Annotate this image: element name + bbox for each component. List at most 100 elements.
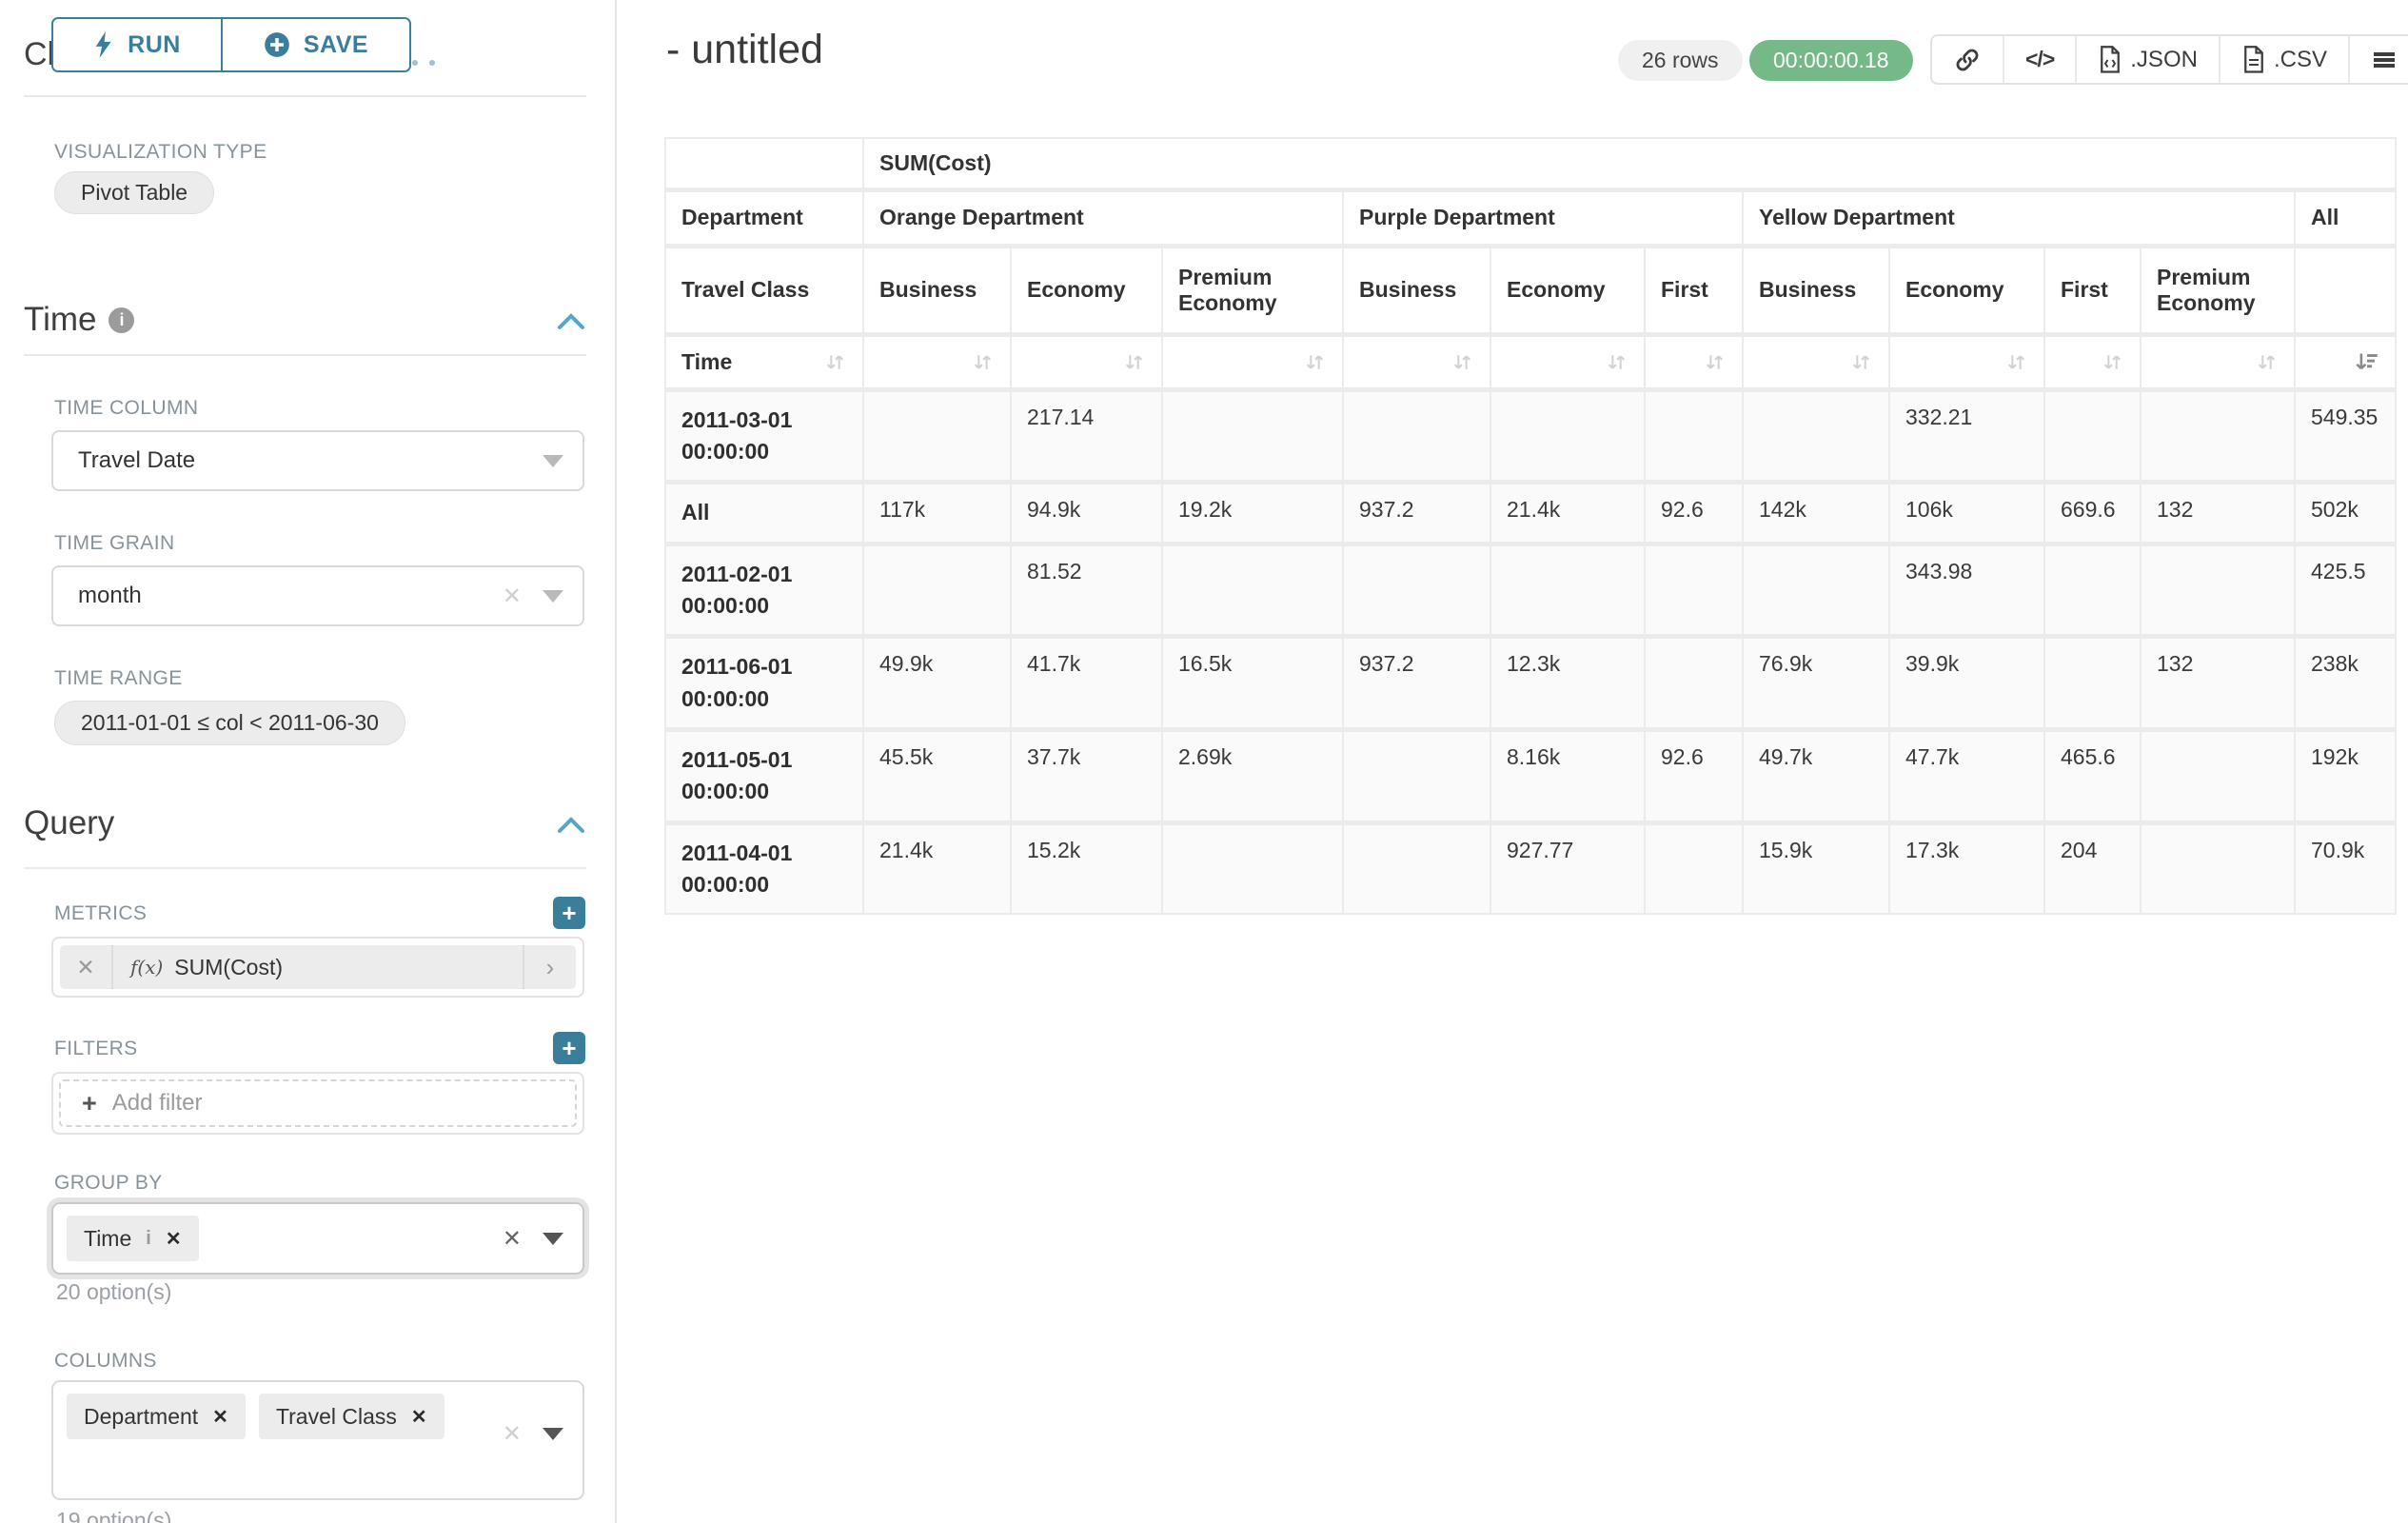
clear-icon[interactable]: ✕	[503, 1225, 522, 1253]
sort-toggle-icon[interactable]	[1303, 350, 1327, 374]
department-header-cell: Yellow Department	[1743, 189, 2295, 246]
travel-class-header-cell: Premium Economy	[1162, 246, 1343, 334]
dimension-chip[interactable]: Timei✕	[67, 1216, 199, 1261]
value-cell	[1162, 389, 1343, 483]
save-button[interactable]: SAVE	[223, 19, 409, 70]
sort-desc-icon[interactable]	[2354, 349, 2379, 375]
value-cell: 16.5k	[1162, 637, 1343, 730]
clear-icon[interactable]: ✕	[503, 583, 522, 610]
value-cell	[1743, 544, 1889, 637]
remove-metric-icon[interactable]: ✕	[60, 945, 113, 989]
column-sort-cell	[2295, 334, 2396, 389]
dimension-chip[interactable]: Travel Class✕	[259, 1394, 444, 1439]
viz-type-pill[interactable]: Pivot Table	[54, 171, 214, 214]
view-query-button[interactable]: </>	[2004, 36, 2077, 83]
info-icon[interactable]: i	[146, 1228, 151, 1250]
sort-toggle-icon[interactable]	[2255, 350, 2279, 374]
value-cell: 21.4k	[863, 822, 1011, 914]
sort-toggle-icon[interactable]	[1451, 350, 1474, 374]
group-by-select[interactable]: Timei✕ ✕	[51, 1202, 584, 1275]
column-sort-cell	[1343, 334, 1490, 389]
value-cell: 238k	[2295, 637, 2396, 730]
travel-class-header-cell: Economy	[1011, 246, 1162, 334]
value-cell: 19.2k	[1162, 483, 1343, 544]
value-cell: 21.4k	[1490, 483, 1645, 544]
value-cell: 94.9k	[1011, 483, 1162, 544]
dimension-chip[interactable]: Department✕	[67, 1394, 246, 1439]
expand-metric-icon[interactable]: ›	[523, 945, 576, 989]
sort-toggle-icon[interactable]	[2004, 350, 2028, 374]
row-label-cell: 2011-05-01 00:00:00	[665, 729, 863, 822]
value-cell	[1343, 544, 1490, 637]
row-count-badge: 26 rows	[1618, 40, 1743, 81]
department-header-cell: Orange Department	[863, 189, 1343, 246]
export-csv-button[interactable]: .CSV	[2220, 36, 2350, 83]
sort-toggle-icon[interactable]	[1849, 350, 1873, 374]
value-cell: 92.6	[1645, 729, 1743, 822]
value-cell: 39.9k	[1889, 637, 2044, 730]
value-cell	[1645, 544, 1743, 637]
columns-select[interactable]: Department✕ Travel Class✕ ✕	[51, 1380, 584, 1500]
sort-toggle-icon[interactable]	[2101, 350, 2124, 374]
add-filter-plus-button[interactable]: +	[553, 1032, 585, 1064]
remove-chip-icon[interactable]: ✕	[411, 1405, 427, 1429]
remove-chip-icon[interactable]: ✕	[212, 1405, 228, 1429]
value-cell: 132	[2141, 483, 2295, 544]
value-cell	[2141, 544, 2295, 637]
time-column-select[interactable]: Travel Date	[51, 430, 584, 491]
value-cell: 49.9k	[863, 637, 1011, 730]
sort-toggle-icon[interactable]	[1122, 350, 1146, 374]
remove-chip-icon[interactable]: ✕	[166, 1227, 182, 1251]
metrics-container: ✕ f(x) SUM(Cost) ›	[51, 937, 584, 998]
value-cell	[1645, 822, 1743, 914]
divider	[24, 354, 586, 356]
metric-name: SUM(Cost)	[174, 955, 283, 980]
value-cell	[2141, 729, 2295, 822]
value-cell	[863, 389, 1011, 483]
menu-button[interactable]	[2350, 36, 2408, 83]
info-icon[interactable]: i	[109, 307, 134, 333]
share-link-button[interactable]	[1932, 36, 2004, 83]
time-range-label: TIME RANGE	[54, 667, 183, 690]
metric-chip[interactable]: ✕ f(x) SUM(Cost) ›	[60, 945, 576, 989]
column-sort-cell	[863, 334, 1011, 389]
time-range-pill[interactable]: 2011-01-01 ≤ col < 2011-06-30	[54, 701, 405, 745]
value-cell: 2.69k	[1162, 729, 1343, 822]
sort-toggle-icon[interactable]	[823, 350, 847, 374]
value-cell: 937.2	[1343, 483, 1490, 544]
group-by-options-hint: 20 option(s)	[56, 1279, 171, 1305]
add-metric-button[interactable]: +	[553, 897, 585, 929]
collapse-chevron-icon[interactable]	[557, 816, 585, 835]
column-sort-cell	[2141, 334, 2295, 389]
control-panel-sidebar: Chart Type RUN SAVE VISUALIZATION TYPE P…	[0, 0, 617, 1523]
query-section-heading: Query	[24, 804, 114, 842]
sort-toggle-icon[interactable]	[1605, 350, 1628, 374]
divider	[24, 867, 586, 869]
chevron-down-icon	[543, 590, 563, 603]
value-cell: 37.7k	[1011, 729, 1162, 822]
value-cell: 937.2	[1343, 637, 1490, 730]
run-button[interactable]: RUN	[53, 19, 223, 70]
collapse-chevron-icon[interactable]	[557, 312, 585, 331]
value-cell	[1343, 822, 1490, 914]
value-cell	[1645, 389, 1743, 483]
row-label-cell: All	[665, 483, 863, 544]
value-cell: 76.9k	[1743, 637, 1889, 730]
chart-actions-toolbar: </> .JSON .CSV	[1930, 34, 2408, 85]
column-sort-cell	[1162, 334, 1343, 389]
value-cell: 15.2k	[1011, 822, 1162, 914]
row-label-cell: 2011-03-01 00:00:00	[665, 389, 863, 483]
clear-icon[interactable]: ✕	[503, 1420, 522, 1448]
panel-drag-handle[interactable]	[412, 60, 435, 66]
time-grain-select[interactable]: month ✕	[51, 565, 584, 626]
column-sort-cell	[1011, 334, 1162, 389]
sort-toggle-icon[interactable]	[1703, 350, 1727, 374]
json-file-icon	[2098, 46, 2122, 74]
value-cell: 45.5k	[863, 729, 1011, 822]
add-filter-dropzone[interactable]: + Add filter	[59, 1079, 577, 1127]
sort-toggle-icon[interactable]	[971, 350, 995, 374]
export-json-button[interactable]: .JSON	[2077, 36, 2220, 83]
travel-class-header-cell: First	[1645, 246, 1743, 334]
chart-title[interactable]: - untitled	[666, 27, 823, 73]
chevron-down-icon	[543, 1428, 563, 1440]
